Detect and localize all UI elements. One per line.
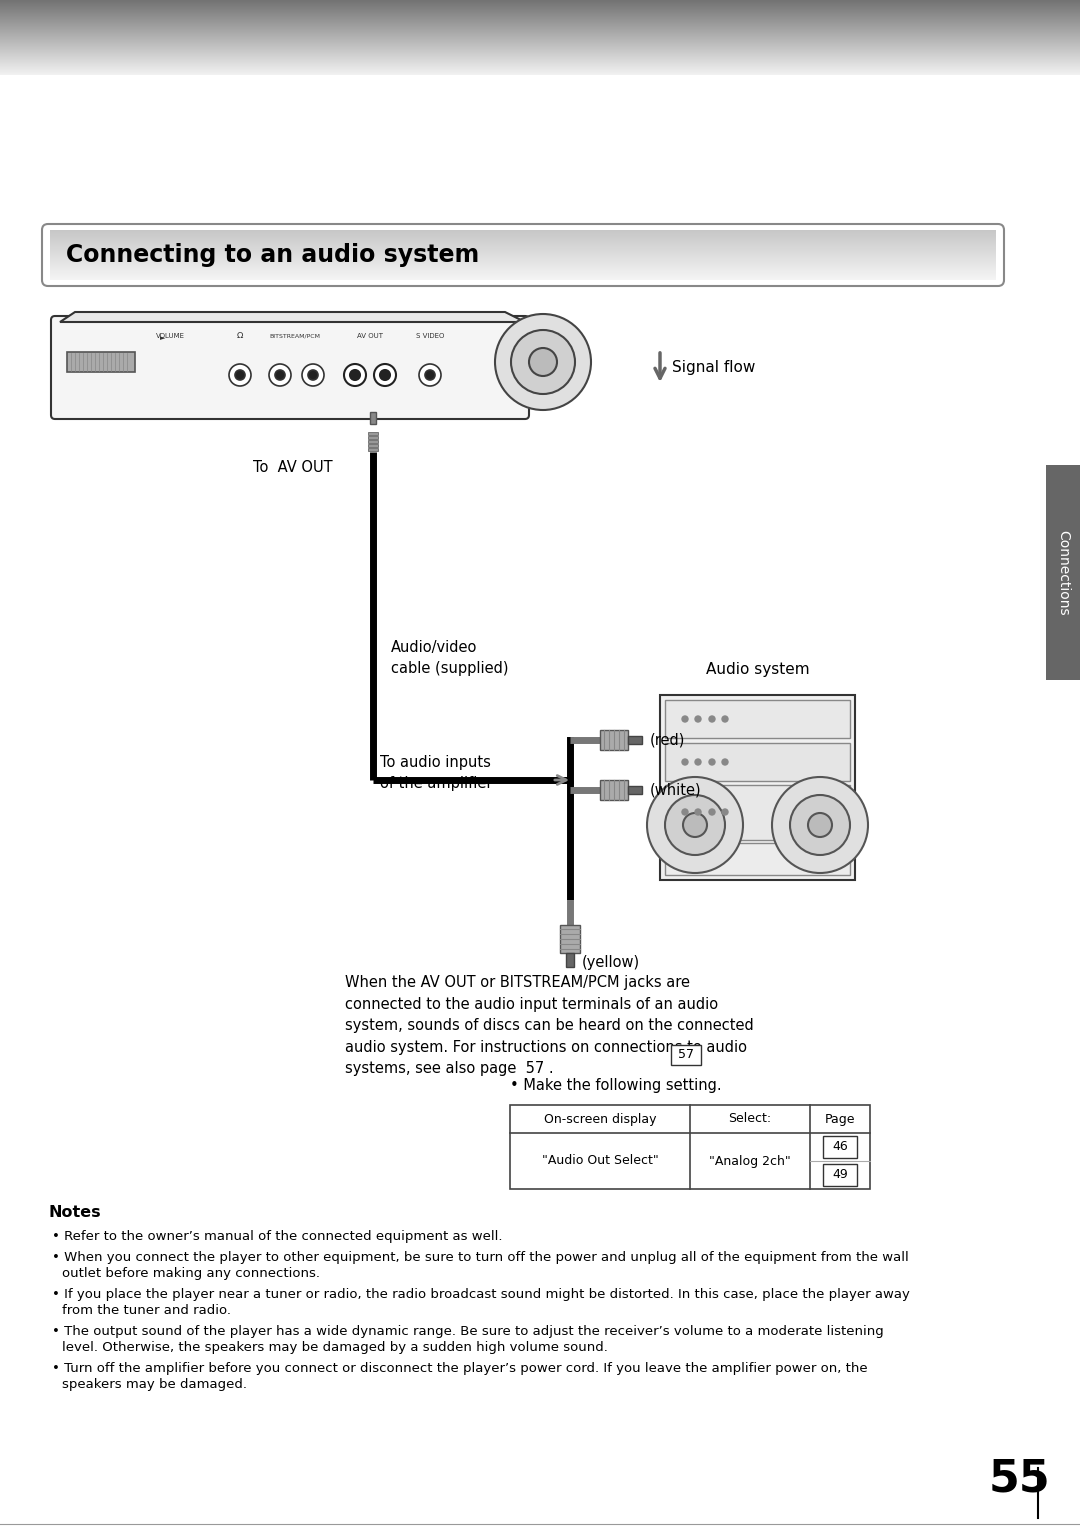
Bar	[368, 432, 378, 435]
Bar	[561, 925, 580, 954]
Text: 46: 46	[832, 1140, 848, 1154]
Text: • Turn off the amplifier before you connect or disconnect the player’s power cor: • Turn off the amplifier before you conn…	[52, 1363, 867, 1375]
Text: AV OUT: AV OUT	[357, 333, 383, 339]
Text: Page: Page	[825, 1112, 855, 1126]
Circle shape	[681, 809, 688, 815]
Text: • When you connect the player to other equipment, be sure to turn off the power : • When you connect the player to other e…	[52, 1251, 908, 1264]
Text: Select:: Select:	[728, 1112, 771, 1126]
Circle shape	[229, 365, 251, 386]
Text: VOLUME: VOLUME	[156, 333, 185, 339]
FancyBboxPatch shape	[671, 1045, 701, 1065]
Circle shape	[789, 795, 850, 855]
Text: Audio/video
cable (supplied): Audio/video cable (supplied)	[391, 639, 509, 676]
Bar	[627, 786, 642, 794]
Circle shape	[723, 758, 728, 765]
Circle shape	[511, 330, 575, 394]
Text: • Refer to the owner’s manual of the connected equipment as well.: • Refer to the owner’s manual of the con…	[52, 1230, 502, 1244]
Bar	[665, 784, 850, 839]
Bar	[370, 412, 376, 424]
Circle shape	[269, 365, 291, 386]
Text: To  AV OUT: To AV OUT	[253, 459, 333, 475]
Text: BITSTREAM/PCM: BITSTREAM/PCM	[270, 334, 321, 339]
Text: 55: 55	[989, 1457, 1051, 1500]
Text: ►: ►	[160, 336, 165, 340]
Bar	[368, 436, 378, 439]
Text: Ω: Ω	[237, 331, 243, 340]
Bar	[627, 736, 642, 745]
Circle shape	[426, 369, 435, 380]
Text: speakers may be damaged.: speakers may be damaged.	[62, 1378, 247, 1392]
Text: S VIDEO: S VIDEO	[416, 333, 444, 339]
Circle shape	[681, 716, 688, 722]
Text: 49: 49	[832, 1169, 848, 1181]
Circle shape	[723, 716, 728, 722]
Circle shape	[683, 813, 707, 836]
Circle shape	[275, 369, 285, 380]
Circle shape	[374, 365, 396, 386]
Text: from the tuner and radio.: from the tuner and radio.	[62, 1305, 231, 1317]
Bar	[600, 729, 627, 749]
Circle shape	[696, 758, 701, 765]
Text: "Analog 2ch": "Analog 2ch"	[710, 1155, 791, 1167]
Circle shape	[529, 348, 557, 375]
Circle shape	[350, 369, 360, 380]
Text: (red): (red)	[650, 732, 686, 748]
Circle shape	[308, 369, 318, 380]
Text: • If you place the player near a tuner or radio, the radio broadcast sound might: • If you place the player near a tuner o…	[52, 1288, 909, 1302]
Text: • Make the following setting.: • Make the following setting.	[510, 1077, 721, 1093]
Circle shape	[681, 758, 688, 765]
Circle shape	[708, 758, 715, 765]
Bar	[665, 700, 850, 739]
Circle shape	[808, 813, 832, 836]
Circle shape	[665, 795, 725, 855]
FancyBboxPatch shape	[51, 316, 529, 420]
Circle shape	[302, 365, 324, 386]
Text: outlet before making any connections.: outlet before making any connections.	[62, 1267, 320, 1280]
Text: Connections: Connections	[1056, 530, 1070, 615]
Circle shape	[696, 716, 701, 722]
Text: level. Otherwise, the speakers may be damaged by a sudden high volume sound.: level. Otherwise, the speakers may be da…	[62, 1341, 608, 1354]
Text: (white): (white)	[650, 783, 702, 798]
Text: (yellow): (yellow)	[582, 955, 640, 971]
Bar	[368, 449, 378, 452]
FancyBboxPatch shape	[823, 1164, 858, 1186]
Bar	[1047, 465, 1080, 681]
Circle shape	[495, 314, 591, 410]
Bar	[67, 353, 135, 372]
Circle shape	[708, 716, 715, 722]
Circle shape	[723, 809, 728, 815]
Circle shape	[419, 365, 441, 386]
Text: "Audio Out Select": "Audio Out Select"	[542, 1155, 659, 1167]
Text: • The output sound of the player has a wide dynamic range. Be sure to adjust the: • The output sound of the player has a w…	[52, 1325, 883, 1338]
Circle shape	[380, 369, 390, 380]
Bar	[600, 780, 627, 800]
Circle shape	[772, 777, 868, 873]
Circle shape	[696, 809, 701, 815]
Circle shape	[708, 809, 715, 815]
Bar	[368, 439, 378, 443]
Text: Notes: Notes	[48, 1206, 100, 1219]
Bar	[665, 842, 850, 874]
Text: Connecting to an audio system: Connecting to an audio system	[66, 243, 480, 267]
Text: To audio inputs
of the amplifier: To audio inputs of the amplifier	[380, 755, 492, 790]
Text: Audio system: Audio system	[705, 662, 809, 678]
Bar	[660, 694, 855, 881]
Circle shape	[647, 777, 743, 873]
Text: Signal flow: Signal flow	[672, 360, 755, 375]
Bar	[566, 954, 573, 967]
Bar	[368, 444, 378, 447]
Circle shape	[235, 369, 245, 380]
Polygon shape	[60, 311, 525, 322]
Text: On-screen display: On-screen display	[543, 1112, 657, 1126]
Circle shape	[345, 365, 366, 386]
Text: 57: 57	[678, 1048, 694, 1062]
Text: When the AV OUT or BITSTREAM/PCM jacks are
connected to the audio input terminal: When the AV OUT or BITSTREAM/PCM jacks a…	[345, 975, 754, 1076]
FancyBboxPatch shape	[823, 1135, 858, 1158]
Bar	[510, 1105, 870, 1189]
Bar	[665, 743, 850, 781]
